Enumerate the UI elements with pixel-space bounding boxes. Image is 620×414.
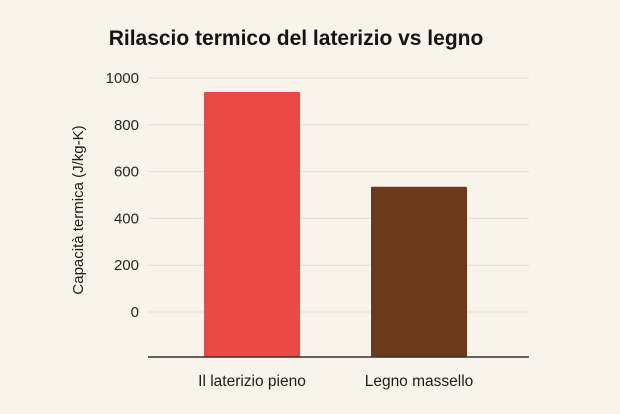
y-tick-label: 800 [114,117,139,134]
x-tick-label: Legno massello [365,373,474,390]
x-axis-labels: Il laterizio pieno Legno massello [198,373,473,390]
bar-2 [371,186,467,357]
y-tick-label: 400 [114,210,139,227]
y-tick-label: 0 [131,304,139,321]
x-tick-label: Il laterizio pieno [198,373,306,390]
y-tick-label: 600 [114,164,139,181]
bar-1 [204,92,300,357]
chart-title: Rilascio termico del laterizio vs legno [109,27,484,50]
y-axis-ticks: 0 200 400 600 800 1000 [106,70,139,321]
y-axis-label: Capacità termica (J/kg-K) [70,125,87,294]
y-tick-label: 200 [114,257,139,274]
y-tick-label: 1000 [106,70,139,87]
bars [204,92,467,357]
